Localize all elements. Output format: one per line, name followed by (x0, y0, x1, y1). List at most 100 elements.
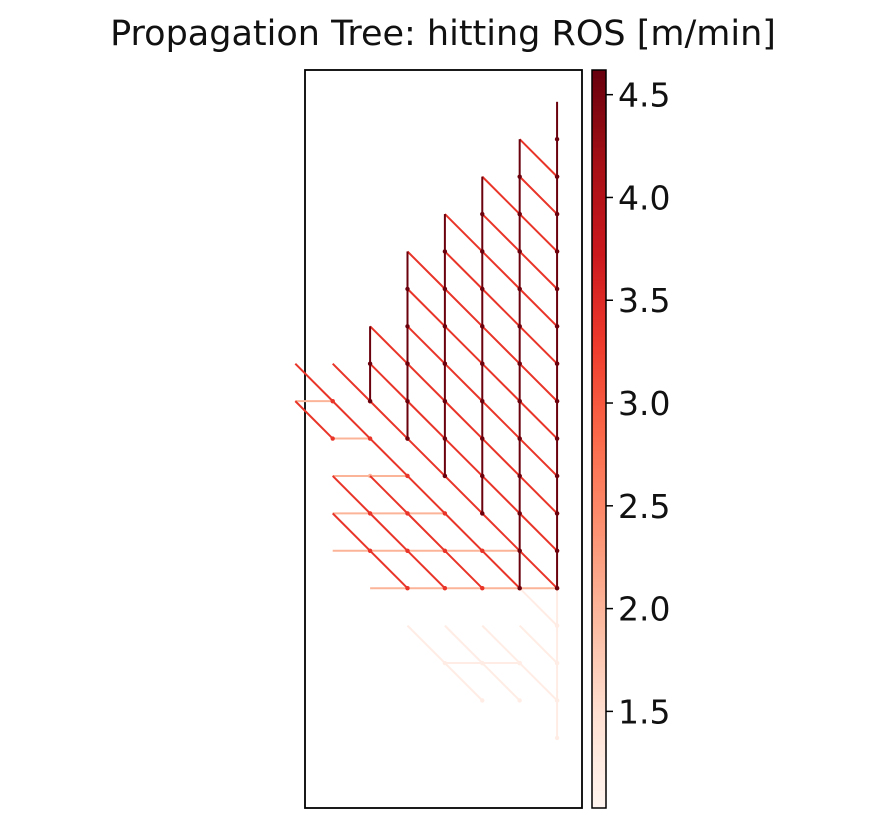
branch-segment (369, 512, 409, 552)
branch-node (480, 586, 485, 591)
branch-node (405, 436, 410, 441)
branch-segment (481, 662, 521, 702)
branch-node (480, 698, 485, 703)
branch-node (517, 586, 522, 591)
colorbar-tick-label: 2.0 (618, 590, 670, 629)
branch-node (442, 361, 448, 366)
colorbar-tick-label: 3.5 (618, 281, 670, 320)
branch-segment (518, 400, 558, 440)
branch-segment (518, 175, 558, 215)
branch-segment (444, 662, 483, 702)
branch-segment (406, 288, 446, 328)
branch-node (442, 436, 448, 441)
branch-segment (331, 512, 371, 552)
branch-segment (481, 325, 521, 365)
branch-segment (444, 363, 483, 402)
branch-node (480, 398, 485, 404)
branch-node (554, 249, 560, 254)
branch-segment (406, 437, 446, 477)
branch-segment (331, 400, 371, 440)
branch-node (554, 511, 560, 516)
branch-node (517, 548, 522, 554)
branch-segment (369, 363, 409, 402)
branch-node (330, 398, 335, 404)
branch-node (554, 548, 560, 554)
branch-node (442, 286, 448, 292)
branch-node (554, 436, 560, 441)
branch-node (517, 473, 522, 479)
branch-segment (444, 550, 483, 589)
branch-segment (481, 624, 521, 664)
branch-node (517, 511, 522, 516)
branch-node (480, 436, 485, 441)
branch-node (442, 398, 448, 404)
branch-node (554, 473, 560, 479)
branch-segment (331, 363, 371, 402)
branch-segment (481, 288, 521, 328)
branch-node (480, 361, 485, 366)
branch-segment (406, 250, 446, 290)
branch-segment (518, 475, 558, 515)
branch-node (517, 324, 522, 329)
branch-segment (444, 213, 483, 253)
branch-node (554, 398, 560, 404)
chart-title: Propagation Tree: hitting ROS [m/min] (110, 14, 776, 54)
branch-segment (518, 288, 558, 328)
branch-segment (444, 325, 483, 365)
branch-segment (444, 250, 483, 290)
branch-node (554, 137, 560, 142)
branch-node (517, 249, 522, 254)
branch-node (480, 511, 485, 516)
branch-segment (518, 550, 558, 589)
branch-node (405, 286, 410, 292)
branch-node (480, 473, 485, 479)
colorbar-tick-label: 1.5 (618, 692, 670, 731)
branch-segment (406, 475, 446, 515)
branch-segment (294, 363, 334, 402)
branch-node (442, 324, 448, 329)
branch-segment (444, 400, 483, 440)
colorbar-ticks: 1.5 2.0 2.5 3.0 3.5 4.0 4.5 (606, 76, 670, 731)
branch-node (554, 286, 560, 292)
branch-node (517, 286, 522, 292)
branch-segment (369, 550, 409, 589)
colorbar-tick-label: 4.0 (618, 178, 670, 217)
branch-node (442, 249, 448, 254)
branch-segment (518, 213, 558, 253)
branch-node (480, 660, 485, 666)
branch-node (480, 249, 485, 254)
branch-segment (481, 213, 521, 253)
colorbar-tick-label: 4.5 (618, 76, 670, 115)
branch-node (405, 586, 410, 591)
branch-segment (406, 624, 446, 664)
branch-segment (481, 437, 521, 477)
branch-segment (406, 363, 446, 402)
branch-node (517, 211, 522, 217)
branch-node (554, 735, 560, 741)
branch-segment (369, 437, 409, 477)
branch-node (442, 473, 448, 479)
branch-segment (406, 512, 446, 552)
branch-segment (369, 475, 409, 515)
branch-node (517, 398, 522, 404)
branch-segment (481, 175, 521, 215)
branch-segment (444, 624, 483, 664)
branch-node (405, 361, 410, 366)
branch-node (554, 324, 560, 329)
branch-node (517, 660, 522, 666)
branch-node (405, 398, 410, 404)
branch-node (517, 174, 522, 179)
branch-node (367, 511, 373, 516)
branch-segment (518, 662, 558, 702)
branch-node (554, 361, 560, 366)
colorbar-tick-label: 3.0 (618, 384, 670, 423)
branch-node (554, 174, 560, 179)
branch-node (517, 361, 522, 366)
branch-segment (518, 437, 558, 477)
branch-node (554, 586, 560, 591)
branch-node (517, 698, 522, 703)
colorbar-tick-label: 2.5 (618, 487, 670, 526)
branch-segment (518, 250, 558, 290)
colorbar (591, 69, 607, 809)
branch-node (554, 211, 560, 217)
